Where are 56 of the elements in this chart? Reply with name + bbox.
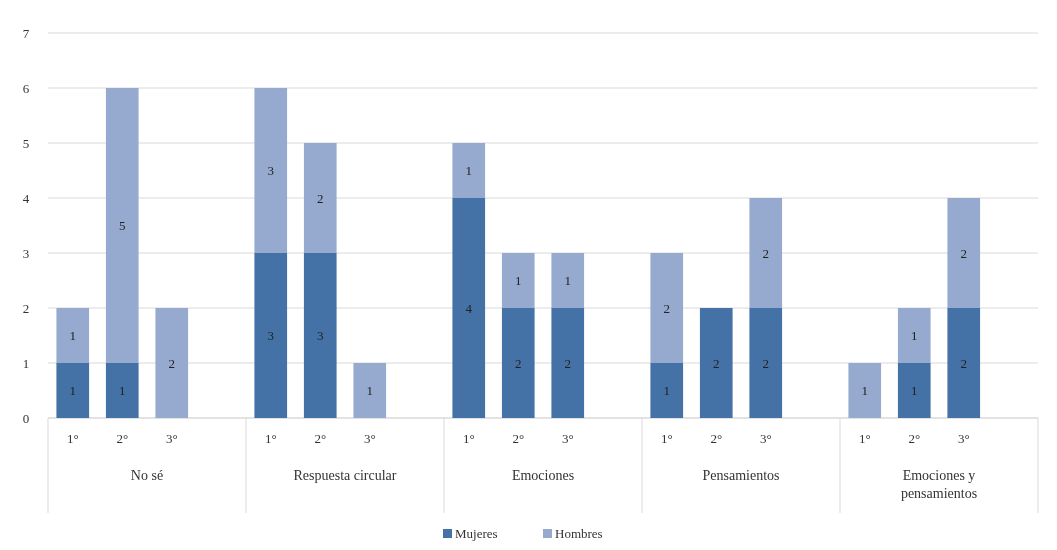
x-tick-label: 3° <box>759 431 772 446</box>
y-tick-label: 4 <box>22 190 30 206</box>
x-tick-label: 2° <box>314 431 327 446</box>
legend-label: Hombres <box>555 526 603 541</box>
x-tick-label: 2° <box>116 431 129 446</box>
x-tick-label: 3° <box>165 431 178 446</box>
text: Emociones <box>511 468 575 483</box>
data-label: 3 <box>267 328 274 344</box>
text: Respuesta circular <box>293 468 397 483</box>
x-tick-label: 3° <box>561 431 574 446</box>
data-label: 1 <box>861 383 868 399</box>
data-label: 2 <box>317 190 324 206</box>
y-tick-label: 2 <box>22 300 30 316</box>
data-label: 2 <box>713 355 720 371</box>
data-label: 2 <box>168 355 175 371</box>
data-label: 1 <box>465 163 472 179</box>
data-label: 5 <box>119 218 126 234</box>
data-label: 2 <box>762 355 769 371</box>
data-label: 2 <box>960 355 967 371</box>
x-tick-label: 1° <box>462 431 475 446</box>
y-tick-label: 6 <box>22 80 30 96</box>
data-label: 1 <box>69 328 76 344</box>
text: Pensamientos <box>702 468 780 483</box>
x-tick-label: 3° <box>363 431 376 446</box>
data-label: 2 <box>960 245 967 261</box>
text: Emociones y pensamientos <box>900 468 978 501</box>
y-tick-label: 7 <box>22 25 30 41</box>
data-label: 1 <box>911 328 918 344</box>
data-label: 2 <box>663 300 670 316</box>
text: No sé <box>130 468 164 483</box>
x-tick-label: 3° <box>957 431 970 446</box>
data-label: 2 <box>762 245 769 261</box>
x-tick-label: 1° <box>858 431 871 446</box>
data-label: 1 <box>366 383 373 399</box>
x-tick-label: 2° <box>710 431 723 446</box>
y-tick-label: 1 <box>22 355 30 371</box>
x-tick-label: 1° <box>264 431 277 446</box>
data-label: 2 <box>564 355 571 371</box>
data-label: 2 <box>515 355 522 371</box>
data-label: 3 <box>317 328 324 344</box>
y-tick-label: 0 <box>22 410 30 426</box>
x-tick-label: 1° <box>66 431 79 446</box>
data-label: 1 <box>515 273 522 289</box>
data-label: 4 <box>465 300 473 316</box>
x-tick-label: 2° <box>512 431 525 446</box>
y-tick-label: 3 <box>22 245 30 261</box>
data-label: 3 <box>267 163 274 179</box>
legend-label: Mujeres <box>455 526 498 541</box>
data-label: 1 <box>564 273 571 289</box>
x-tick-label: 2° <box>908 431 921 446</box>
x-tick-label: 1° <box>660 431 673 446</box>
data-label: 1 <box>119 383 126 399</box>
data-label: 1 <box>663 383 670 399</box>
data-label: 1 <box>911 383 918 399</box>
y-tick-label: 5 <box>22 135 30 151</box>
data-label: 1 <box>69 383 76 399</box>
